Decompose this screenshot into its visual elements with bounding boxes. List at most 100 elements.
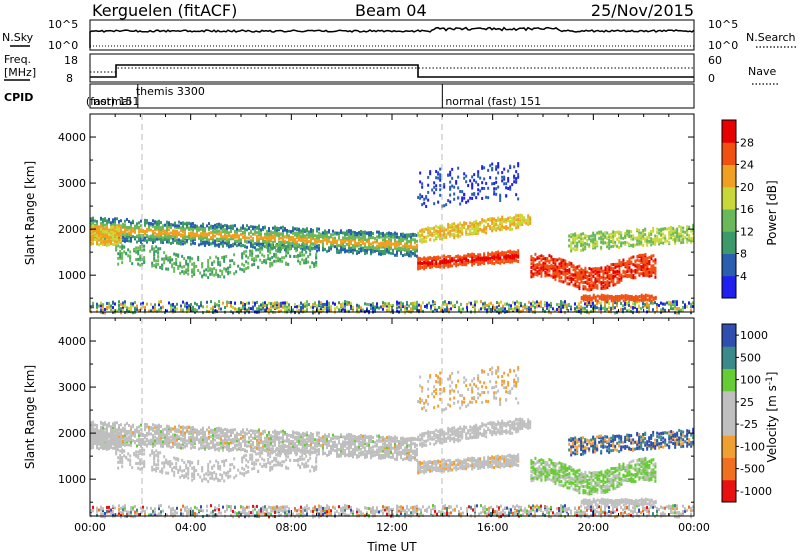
power-cell <box>280 304 282 308</box>
power-cell <box>449 200 452 204</box>
power-cell <box>578 306 580 310</box>
power-cell <box>447 262 450 266</box>
power-cell <box>546 271 549 275</box>
power-cell <box>429 172 432 176</box>
power-cell <box>632 311 634 315</box>
power-cell <box>315 260 318 264</box>
power-cell <box>626 260 629 264</box>
power-cell <box>398 235 400 239</box>
power-cell <box>167 267 170 271</box>
power-cell <box>322 234 324 238</box>
power-cell <box>360 306 362 310</box>
power-cell <box>392 309 394 313</box>
power-cell <box>266 306 268 310</box>
power-cell <box>431 233 434 237</box>
power-cell <box>229 259 232 263</box>
power-cell <box>457 263 460 267</box>
power-cell <box>285 250 288 254</box>
power-cell <box>465 260 468 264</box>
power-cell <box>495 253 498 257</box>
power-cell <box>501 224 504 228</box>
power-cell <box>431 256 434 260</box>
power-cell <box>588 296 591 300</box>
power-cell <box>376 230 378 234</box>
power-cell <box>509 216 512 220</box>
power-cell <box>232 311 234 315</box>
power-cell <box>476 300 478 304</box>
power-cell <box>614 233 617 237</box>
power-cell <box>604 296 607 300</box>
power-cell <box>202 305 204 309</box>
power-cell <box>670 234 673 238</box>
power-cell <box>184 227 186 231</box>
power-cell <box>312 305 314 309</box>
power-cell <box>130 236 132 240</box>
power-cell <box>167 256 170 260</box>
power-cell <box>134 224 136 228</box>
power-cell <box>328 237 330 241</box>
power-cell <box>499 220 502 224</box>
power-cell <box>130 232 132 236</box>
power-cell <box>354 242 356 246</box>
power-cell <box>465 228 468 232</box>
power-cell <box>644 264 647 268</box>
power-cell <box>632 296 635 300</box>
power-cell <box>156 237 158 241</box>
power-cell <box>406 237 408 241</box>
power-cell <box>288 305 290 309</box>
power-cell <box>151 245 154 249</box>
power-cell <box>277 243 280 247</box>
power-cell <box>255 254 258 258</box>
power-cell <box>499 251 502 255</box>
power-cell <box>118 224 120 228</box>
power-cell <box>455 224 458 228</box>
power-cell <box>642 297 645 301</box>
power-cell <box>572 277 575 281</box>
power-cell <box>300 231 302 235</box>
velocity-cell <box>94 423 96 427</box>
colorbar-tick-label: 4 <box>740 270 747 283</box>
power-cell <box>177 264 180 268</box>
power-cell <box>248 301 250 305</box>
power-cell <box>576 265 579 269</box>
power-cell <box>175 257 178 261</box>
power-cell <box>642 261 645 265</box>
power-cell <box>483 262 486 266</box>
power-cell <box>596 231 599 235</box>
power-cell <box>251 254 254 258</box>
power-cell <box>612 304 614 308</box>
power-cell <box>286 240 288 244</box>
power-cell <box>497 224 500 228</box>
power-cell <box>288 241 290 245</box>
power-cell <box>247 261 250 265</box>
power-cell <box>574 281 577 285</box>
power-cell <box>606 279 609 283</box>
power-cell <box>146 302 148 306</box>
power-cell <box>576 275 579 279</box>
power-cell <box>511 253 514 257</box>
power-cell <box>564 262 567 266</box>
power-cell <box>684 230 687 234</box>
power-cell <box>636 254 639 258</box>
power-cell <box>670 226 673 230</box>
power-cell <box>246 308 248 312</box>
power-cell <box>504 309 506 313</box>
power-cell <box>175 261 178 265</box>
power-cell <box>176 234 178 238</box>
power-cell <box>604 304 606 308</box>
power-cell <box>332 236 334 240</box>
power-cell <box>252 238 254 242</box>
power-cell <box>493 221 496 225</box>
power-cell <box>509 223 512 227</box>
power-cell <box>439 178 442 182</box>
power-cell <box>261 253 264 257</box>
power-cell <box>499 227 502 231</box>
power-cell <box>119 245 122 249</box>
power-cell <box>148 228 150 232</box>
power-cell <box>128 231 130 235</box>
power-cell <box>200 239 202 243</box>
power-cell <box>346 300 348 304</box>
power-cell <box>606 294 609 298</box>
power-cell <box>548 259 551 263</box>
power-cell <box>568 269 571 273</box>
